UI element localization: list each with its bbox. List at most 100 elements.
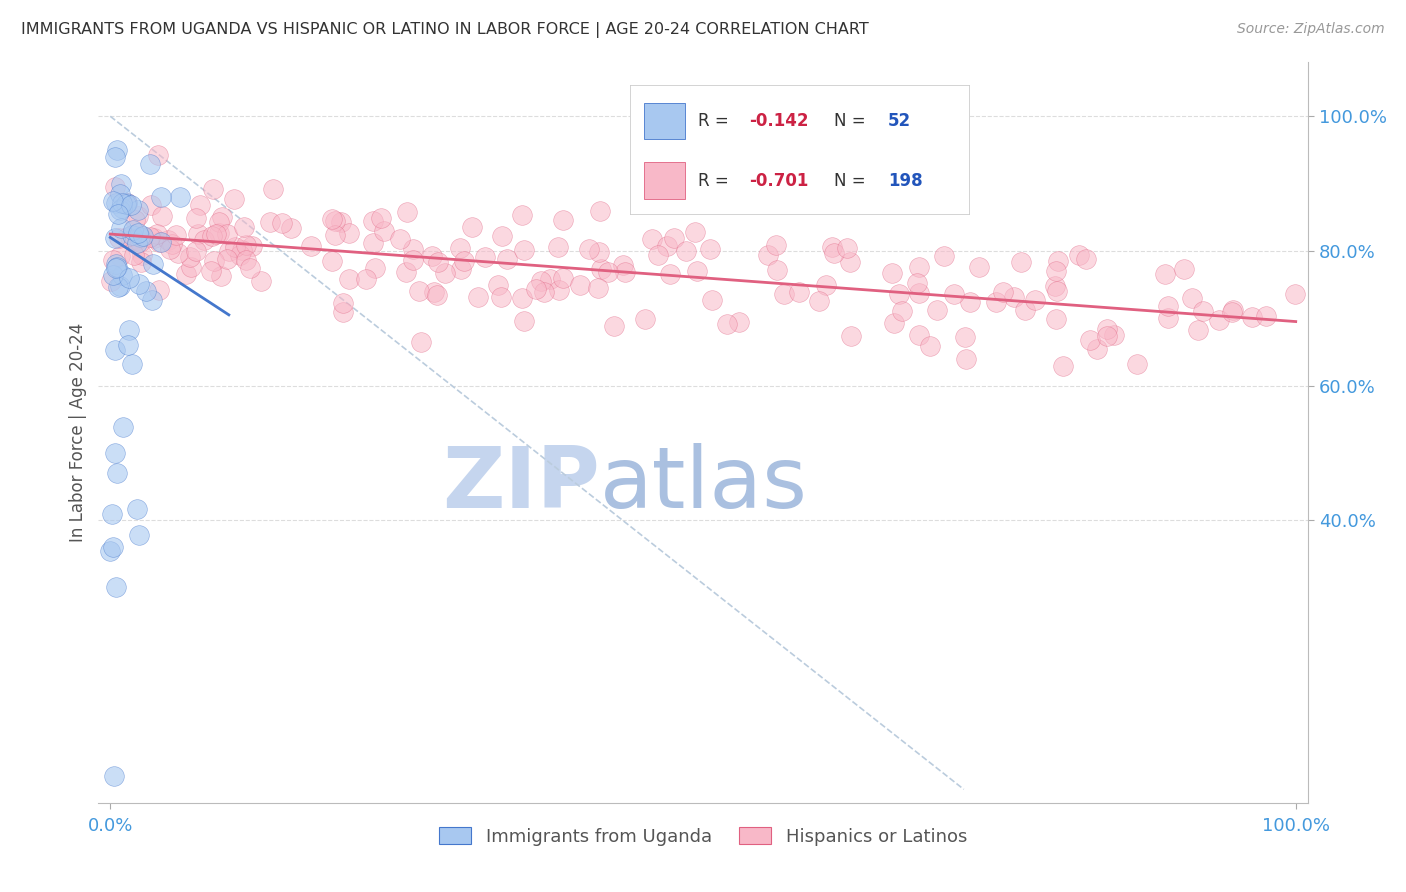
Point (838, 255, 860, 269)
Point (363, 214, 385, 228)
Point (1104, 328, 1126, 343)
Point (766, 263, 789, 277)
Point (1154, 267, 1177, 281)
Point (111, 196, 134, 211)
Point (235, 252, 257, 267)
Point (131, 228, 153, 243)
Point (1085, 342, 1108, 356)
Point (716, 318, 738, 332)
Point (127, 233, 149, 247)
Point (117, 338, 139, 352)
Point (129, 235, 152, 250)
Point (547, 239, 569, 253)
Point (882, 266, 904, 280)
Point (409, 334, 432, 349)
Point (467, 290, 489, 304)
Point (756, 247, 779, 261)
Point (105, 260, 128, 275)
Point (222, 192, 245, 206)
Point (233, 220, 256, 235)
Point (1046, 284, 1069, 298)
Point (110, 278, 132, 293)
Point (139, 157, 162, 171)
Point (105, 466, 128, 480)
Point (101, 540, 124, 554)
Point (108, 187, 131, 202)
Point (548, 283, 571, 297)
Point (905, 276, 928, 290)
Point (103, 769, 125, 783)
Point (110, 221, 132, 235)
Point (165, 228, 187, 243)
Point (354, 272, 377, 286)
Point (124, 213, 146, 227)
Point (337, 226, 360, 240)
Point (967, 260, 990, 274)
Point (115, 230, 138, 244)
Point (920, 339, 942, 353)
Point (395, 204, 418, 219)
Point (105, 143, 128, 157)
Point (105, 581, 128, 595)
Point (1045, 278, 1067, 293)
Point (321, 212, 343, 227)
Point (259, 215, 281, 229)
Point (890, 304, 912, 318)
Point (461, 219, 484, 234)
Point (408, 284, 430, 298)
Point (887, 287, 910, 301)
Point (184, 211, 207, 225)
Point (110, 202, 132, 217)
Point (107, 207, 129, 221)
Point (103, 149, 125, 163)
Point (370, 211, 392, 225)
Point (122, 248, 145, 262)
Point (551, 271, 574, 285)
Point (202, 253, 225, 268)
Point (1157, 311, 1180, 326)
Text: ZIP: ZIP (443, 443, 600, 526)
Point (217, 227, 239, 241)
Point (125, 501, 148, 516)
Point (427, 255, 450, 269)
Point (262, 182, 284, 196)
Point (1002, 290, 1025, 304)
Point (727, 315, 749, 329)
Point (162, 236, 184, 251)
Point (127, 235, 149, 250)
Point (218, 244, 240, 258)
Point (959, 294, 981, 309)
Point (1097, 328, 1119, 343)
Point (101, 507, 124, 521)
Point (423, 285, 446, 299)
Point (426, 288, 449, 302)
Point (474, 251, 496, 265)
Point (101, 268, 124, 282)
Point (104, 446, 127, 460)
Point (955, 330, 977, 344)
Point (242, 239, 264, 253)
Point (202, 182, 225, 196)
Point (1173, 261, 1195, 276)
Point (934, 249, 956, 263)
Point (332, 304, 354, 318)
Point (450, 262, 472, 277)
Point (823, 246, 845, 260)
Point (299, 239, 322, 253)
Point (908, 285, 931, 300)
Point (115, 196, 138, 211)
Point (1047, 253, 1070, 268)
Point (115, 195, 138, 210)
Point (596, 265, 619, 279)
Point (402, 242, 425, 256)
Point (908, 260, 931, 274)
Point (589, 262, 612, 277)
Point (1256, 309, 1278, 323)
Point (588, 244, 610, 259)
Point (821, 240, 844, 254)
Point (235, 237, 257, 252)
Point (111, 201, 134, 215)
Point (1069, 248, 1091, 262)
Point (588, 203, 610, 218)
Point (104, 180, 127, 194)
